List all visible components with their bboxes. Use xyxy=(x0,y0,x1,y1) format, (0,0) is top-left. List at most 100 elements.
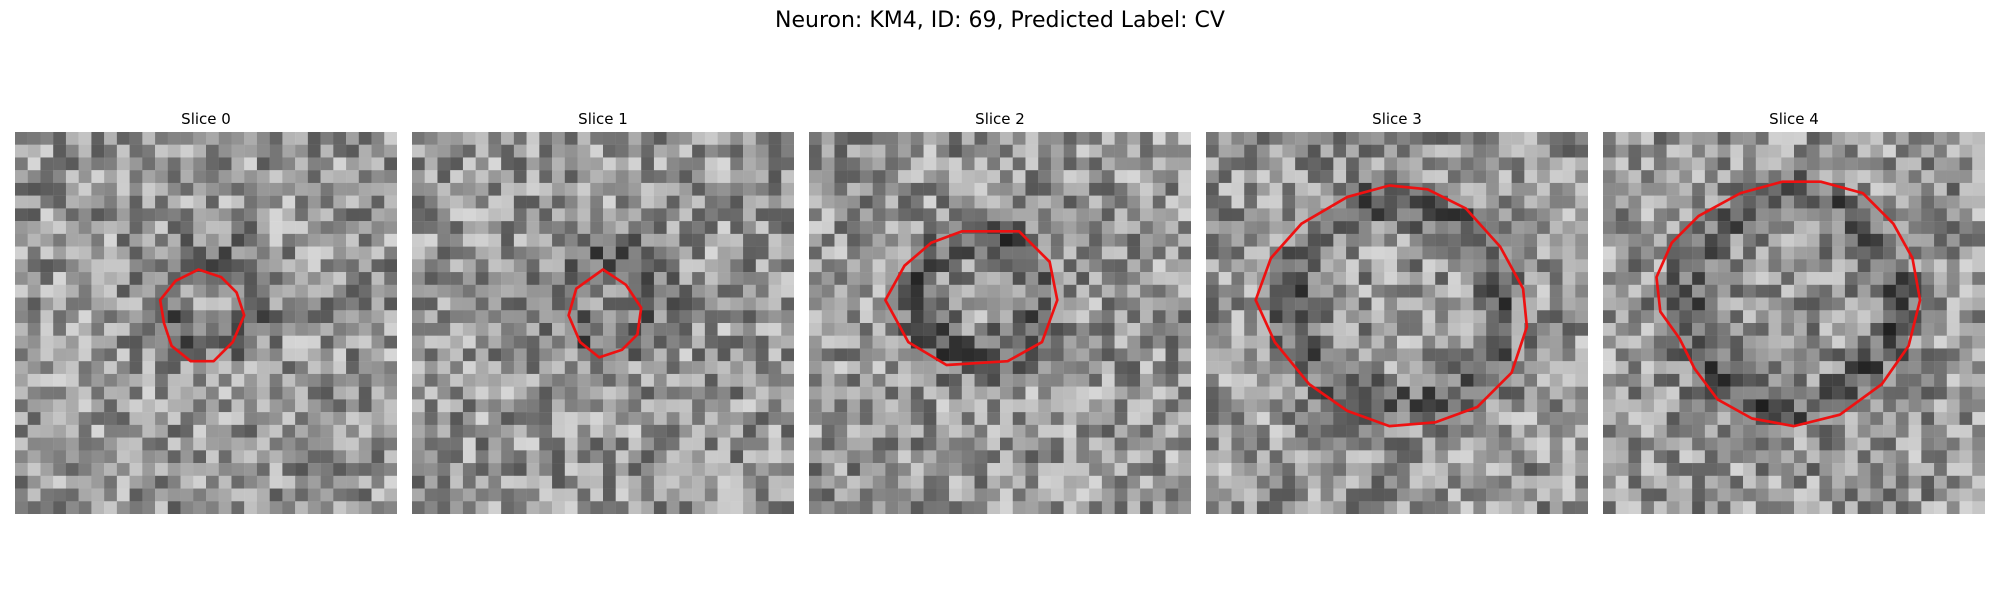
pixel xyxy=(653,463,667,476)
pixel xyxy=(653,399,667,413)
pixel xyxy=(129,246,143,260)
pixel xyxy=(1768,450,1782,464)
pixel xyxy=(1165,424,1179,438)
pixel xyxy=(974,373,988,387)
pixel xyxy=(1256,208,1270,222)
pixel xyxy=(1653,437,1667,451)
pixel xyxy=(1101,144,1115,158)
pixel xyxy=(155,386,168,400)
pixel xyxy=(1127,501,1141,514)
pixel xyxy=(358,195,372,209)
pixel xyxy=(1282,259,1296,273)
pixel xyxy=(333,195,347,209)
pixel xyxy=(1063,475,1077,489)
pixel xyxy=(1628,259,1642,273)
pixel xyxy=(1628,246,1642,260)
pixel xyxy=(371,399,385,413)
pixel xyxy=(384,246,397,260)
pixel xyxy=(1422,170,1436,184)
pixel xyxy=(475,475,489,489)
pixel xyxy=(641,386,655,400)
pixel xyxy=(564,463,578,476)
pixel xyxy=(898,284,912,298)
pixel xyxy=(603,412,616,426)
pixel xyxy=(1883,310,1897,324)
pixel xyxy=(180,399,194,413)
pixel xyxy=(1679,412,1693,426)
pixel xyxy=(859,361,873,375)
pixel xyxy=(949,488,962,502)
pixel xyxy=(1603,323,1616,336)
pixel xyxy=(768,195,782,209)
pixel xyxy=(1076,437,1090,451)
pixel xyxy=(1946,450,1960,464)
pixel xyxy=(1972,182,1985,196)
pixel xyxy=(104,170,118,184)
pixel xyxy=(1101,272,1115,285)
pixel xyxy=(1921,221,1935,235)
pixel xyxy=(1165,132,1179,145)
pixel xyxy=(65,195,79,209)
pixel xyxy=(910,170,924,184)
pixel xyxy=(847,170,861,184)
pixel xyxy=(1934,170,1947,184)
pixel xyxy=(1012,144,1026,158)
pixel xyxy=(1934,259,1947,273)
pixel xyxy=(1244,297,1258,311)
pixel xyxy=(1371,335,1385,349)
pixel xyxy=(1921,501,1935,514)
pixel xyxy=(116,233,130,247)
pixel xyxy=(923,399,937,413)
pixel xyxy=(628,348,642,362)
pixel xyxy=(1755,386,1769,400)
pixel xyxy=(1435,246,1449,260)
pixel xyxy=(666,450,680,464)
pixel xyxy=(142,284,156,298)
pixel xyxy=(1371,233,1385,247)
pixel xyxy=(346,208,359,222)
pixel xyxy=(821,412,835,426)
pixel xyxy=(1844,297,1858,311)
pixel xyxy=(269,437,283,451)
pixel xyxy=(1244,463,1258,476)
pixel xyxy=(1704,348,1718,362)
pixel xyxy=(834,259,848,273)
pixel xyxy=(346,195,359,209)
pixel xyxy=(1498,144,1512,158)
pixel xyxy=(15,437,28,451)
pixel xyxy=(692,157,706,171)
pixel xyxy=(358,170,372,184)
pixel xyxy=(1000,310,1013,324)
pixel xyxy=(821,463,835,476)
pixel xyxy=(1730,463,1744,476)
pixel xyxy=(1730,208,1744,222)
pixel xyxy=(129,437,143,451)
pixel xyxy=(307,450,321,464)
pixel xyxy=(1511,132,1525,145)
pixel xyxy=(1844,259,1858,273)
pixel xyxy=(1101,297,1115,311)
pixel xyxy=(1666,463,1680,476)
slice-image xyxy=(1206,132,1588,514)
pixel xyxy=(1692,144,1706,158)
pixel xyxy=(1256,501,1270,514)
pixel xyxy=(1832,195,1846,209)
pixel xyxy=(1755,310,1769,324)
pixel xyxy=(1371,386,1385,400)
pixel xyxy=(1486,399,1500,413)
pixel xyxy=(526,450,540,464)
pixel xyxy=(1755,284,1769,298)
pixel xyxy=(1819,157,1833,171)
pixel xyxy=(898,399,912,413)
pixel xyxy=(116,424,130,438)
pixel xyxy=(1934,475,1947,489)
pixel xyxy=(1409,221,1423,235)
pixel xyxy=(1895,195,1909,209)
pixel xyxy=(65,221,79,235)
pixel xyxy=(1089,463,1103,476)
pixel xyxy=(821,335,835,349)
pixel xyxy=(1447,399,1461,413)
pixel xyxy=(1435,233,1449,247)
pixel xyxy=(1972,323,1985,336)
pixel xyxy=(1575,386,1588,400)
